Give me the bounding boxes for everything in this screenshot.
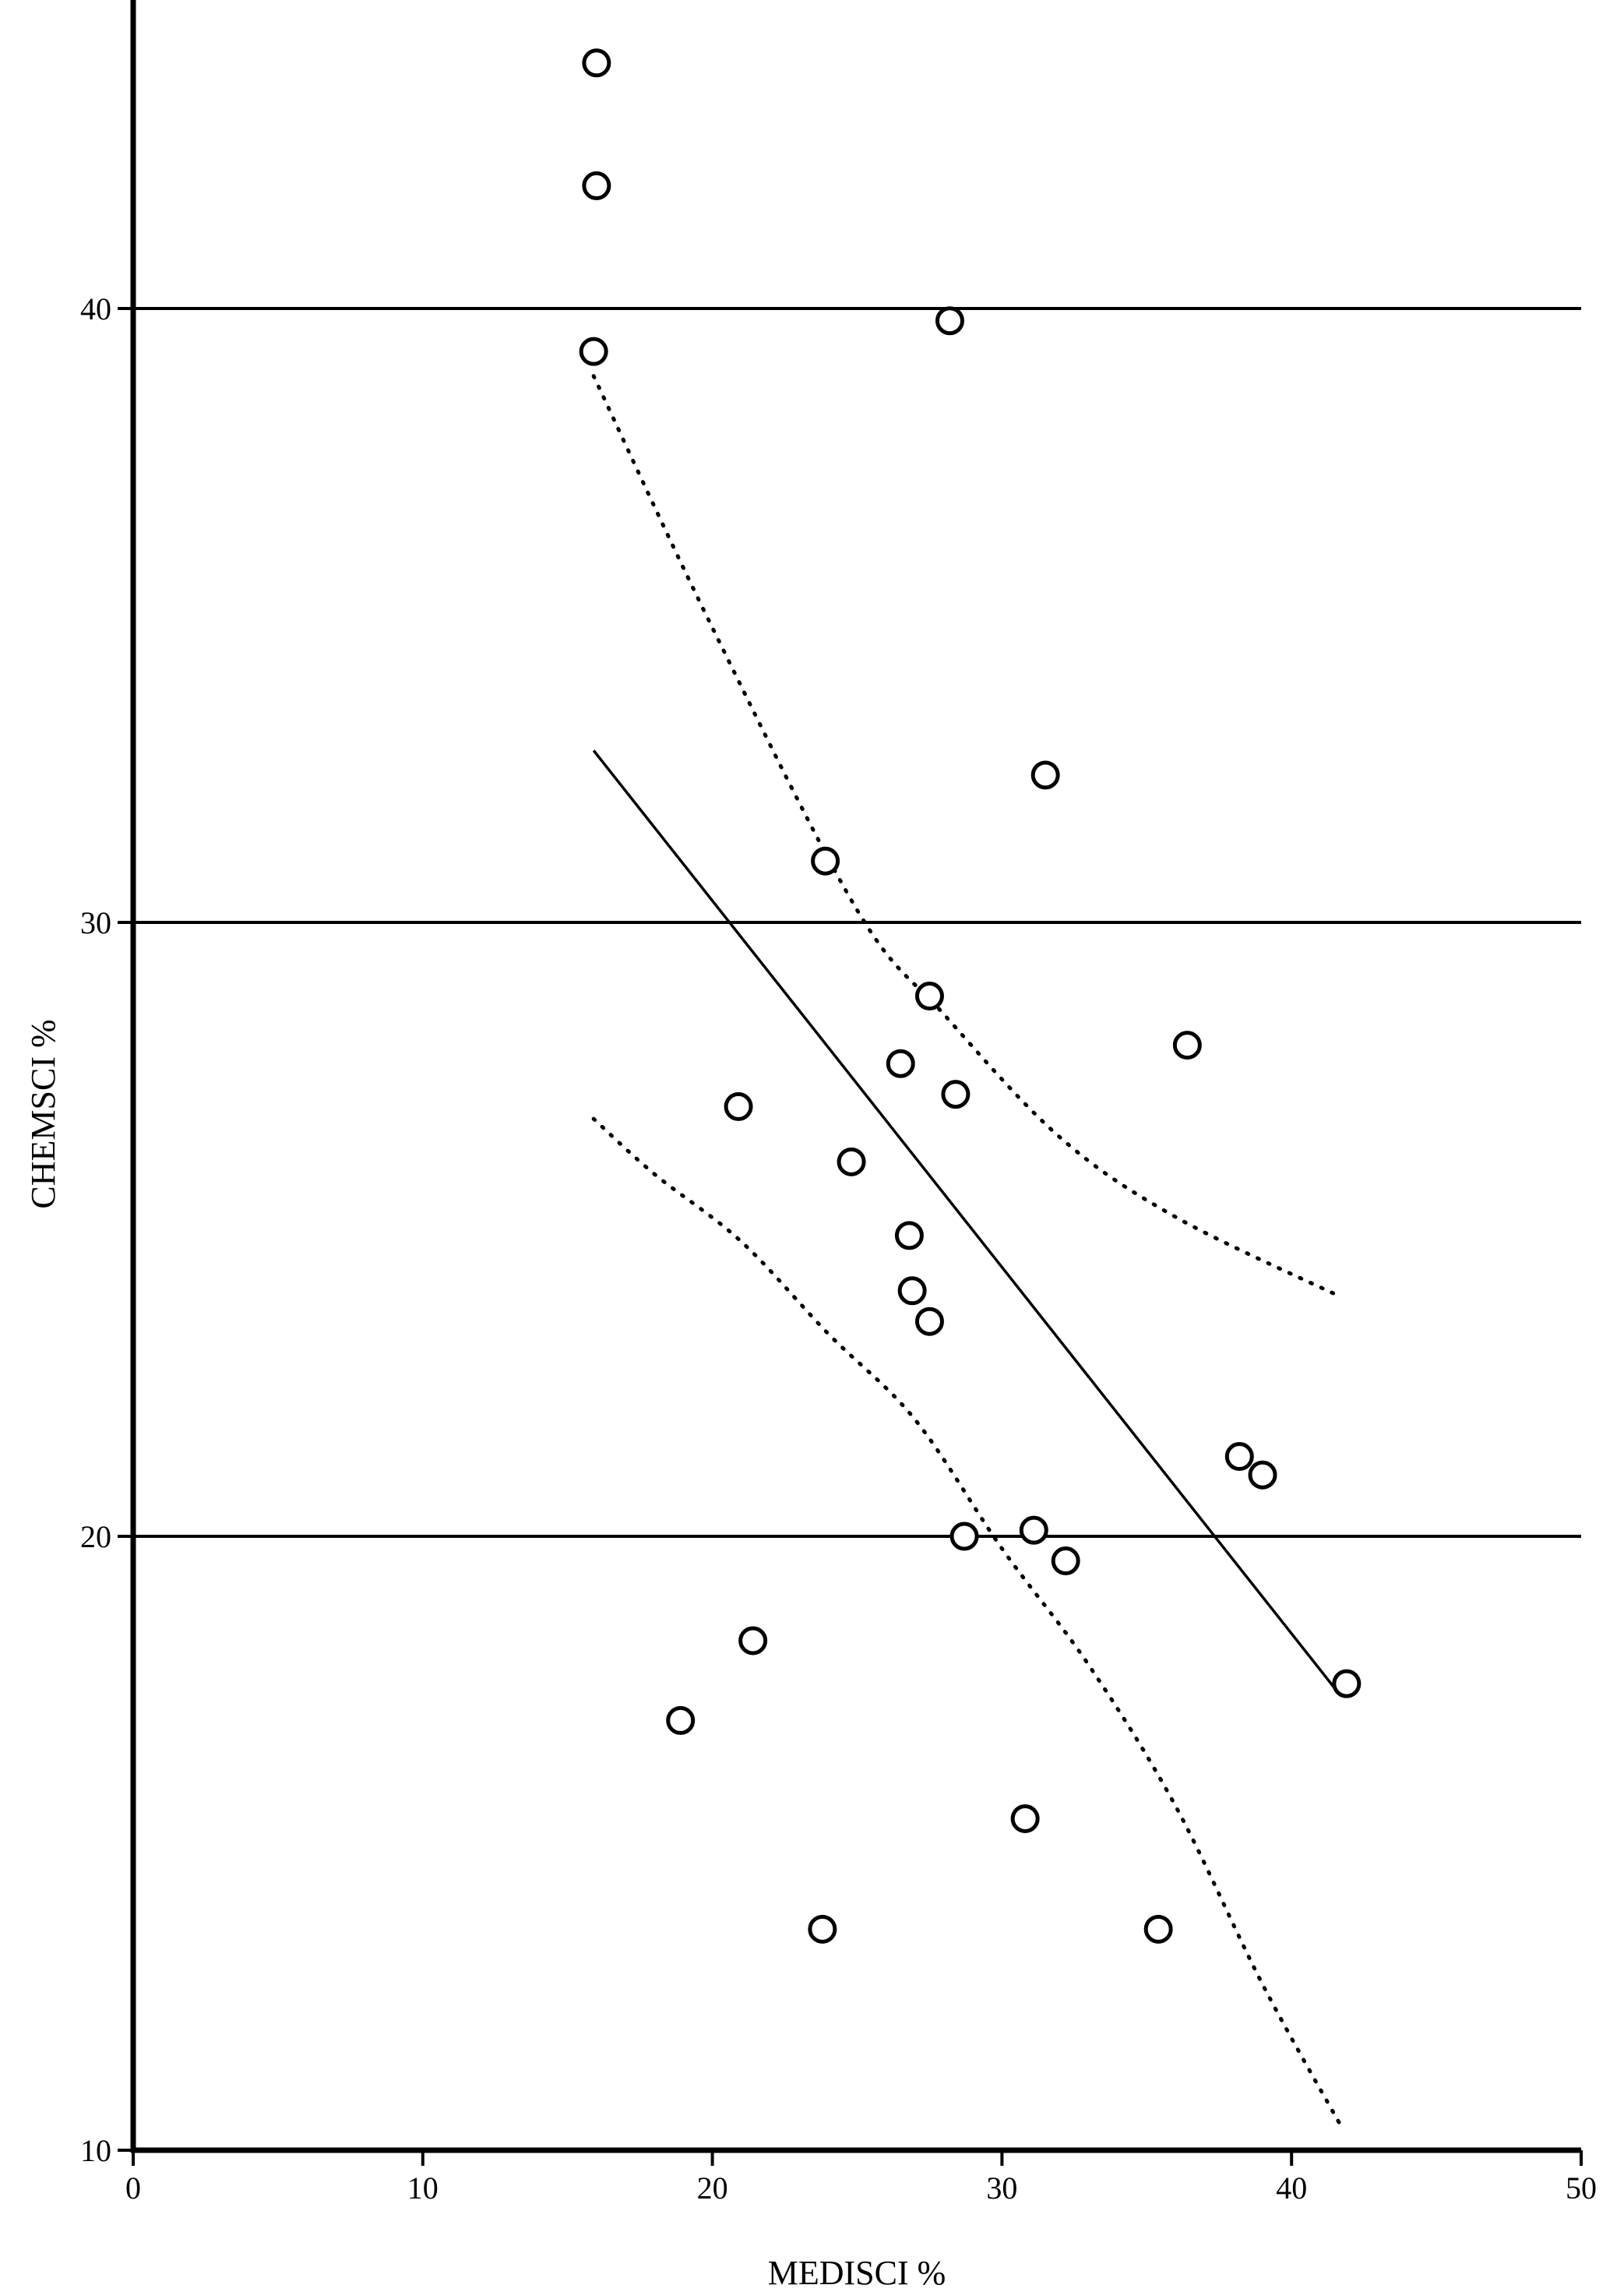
data-point bbox=[1010, 1804, 1040, 1833]
upper-confidence-band bbox=[591, 374, 1343, 1299]
data-point bbox=[582, 48, 611, 78]
data-point bbox=[1172, 1031, 1202, 1060]
data-point bbox=[1030, 760, 1060, 790]
data-point bbox=[935, 306, 964, 336]
data-point bbox=[1143, 1914, 1173, 1944]
data-point bbox=[724, 1091, 753, 1121]
regression-line bbox=[592, 749, 1342, 1697]
data-point bbox=[837, 1147, 866, 1176]
data-points bbox=[579, 48, 1362, 1944]
data-point bbox=[1332, 1669, 1362, 1698]
data-point bbox=[914, 982, 944, 1011]
x-tick-label: 10 bbox=[407, 2170, 439, 2206]
y-axis-title: CHEMSCI % bbox=[24, 1019, 62, 1208]
data-point bbox=[1248, 1460, 1277, 1490]
data-point bbox=[886, 1049, 915, 1078]
x-tick-label: 30 bbox=[986, 2170, 1017, 2206]
data-point bbox=[914, 1306, 944, 1336]
x-tick-label: 20 bbox=[697, 2170, 728, 2206]
lower-confidence-band bbox=[591, 1116, 1343, 2128]
x-tick-label: 0 bbox=[125, 2170, 141, 2206]
regression-layer bbox=[591, 374, 1343, 2128]
y-tick-label: 30 bbox=[80, 905, 111, 940]
x-axis-title: MEDISCI % bbox=[768, 2254, 946, 2292]
data-point bbox=[941, 1080, 971, 1109]
x-tick-label: 40 bbox=[1276, 2170, 1307, 2206]
data-point bbox=[738, 1626, 768, 1656]
y-tick-label: 40 bbox=[80, 291, 111, 326]
data-point bbox=[582, 171, 611, 200]
data-point bbox=[894, 1221, 924, 1250]
data-point bbox=[579, 337, 608, 366]
data-point bbox=[1051, 1546, 1080, 1576]
y-tick-label: 20 bbox=[80, 1519, 111, 1554]
data-point bbox=[897, 1276, 927, 1306]
data-point bbox=[811, 846, 840, 876]
data-point bbox=[808, 1914, 837, 1944]
x-tick-label: 50 bbox=[1566, 2170, 1597, 2206]
data-point bbox=[1019, 1515, 1048, 1545]
tick-labels: 0 10 20 30 40 50 10 20 30 40 bbox=[80, 291, 1597, 2206]
data-point bbox=[949, 1522, 979, 1551]
axes bbox=[118, 0, 1583, 2166]
data-point bbox=[666, 1705, 696, 1735]
data-point bbox=[1224, 1442, 1254, 1472]
reference-lines bbox=[133, 307, 1581, 1538]
y-tick-label: 10 bbox=[80, 2133, 111, 2168]
